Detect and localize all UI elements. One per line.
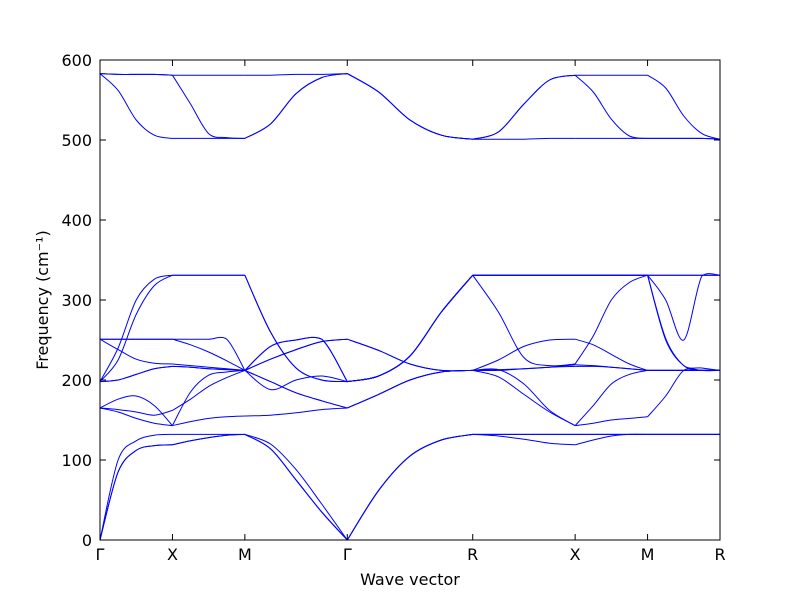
band-line	[99, 407, 173, 416]
band-line	[99, 274, 173, 382]
band-line	[171, 369, 245, 426]
band-line	[172, 365, 245, 371]
band-line	[172, 369, 246, 411]
band-line	[574, 274, 648, 365]
band-line	[472, 274, 576, 367]
x-tick-label: M	[641, 545, 655, 564]
band-line	[172, 336, 246, 371]
band-line	[244, 338, 348, 371]
band-line	[99, 407, 173, 427]
x-tick-label: X	[570, 545, 581, 564]
band-line	[99, 395, 173, 426]
band-line	[244, 336, 348, 382]
band-series	[99, 338, 720, 383]
band-line	[99, 338, 173, 365]
band-line	[99, 73, 173, 76]
plot-frame	[99, 59, 721, 541]
band-series	[99, 73, 721, 140]
band-line	[172, 338, 246, 371]
band-line	[472, 74, 576, 140]
y-tick-label: 100	[61, 451, 92, 470]
band-line	[244, 407, 348, 417]
band-line	[472, 368, 576, 427]
band-line	[647, 275, 721, 371]
x-axis-label: Wave vector	[360, 570, 460, 589]
x-tick-label: R	[714, 545, 725, 564]
band-line	[172, 415, 245, 427]
band-line	[244, 73, 348, 76]
band-line	[99, 444, 173, 541]
band-line	[99, 73, 173, 139]
band-line	[346, 433, 473, 541]
y-tick-label: 300	[61, 291, 92, 310]
band-line	[347, 274, 474, 383]
band-line	[472, 369, 576, 427]
series-layer	[99, 73, 721, 541]
band-line	[574, 369, 648, 426]
x-tick-label: M	[238, 545, 252, 564]
band-line	[172, 363, 245, 371]
band-series	[99, 433, 720, 541]
band-line	[472, 365, 576, 372]
band-line	[99, 274, 173, 382]
band-line	[244, 73, 348, 139]
y-tick-label: 400	[61, 211, 92, 230]
band-line	[472, 433, 576, 446]
x-tick-label: Γ	[343, 545, 352, 564]
y-tick-label: 500	[61, 131, 92, 150]
band-line	[244, 274, 348, 383]
y-tick-label: 200	[61, 371, 92, 390]
band-line	[99, 433, 173, 541]
x-tick-label: R	[467, 545, 478, 564]
y-tick-label: 0	[82, 531, 92, 550]
band-line	[472, 137, 576, 140]
x-tick-label: X	[167, 545, 178, 564]
band-line	[172, 74, 245, 139]
band-series	[99, 273, 721, 383]
band-line	[347, 73, 473, 140]
band-line	[347, 338, 473, 372]
band-line	[99, 365, 173, 383]
band-line	[647, 273, 721, 341]
band-line	[574, 74, 648, 139]
band-line	[575, 416, 648, 427]
band-line	[647, 74, 721, 140]
y-axis-label: Frequency (cm⁻¹)	[33, 230, 52, 369]
band-line	[244, 369, 348, 391]
band-line	[244, 433, 348, 541]
band-line	[647, 137, 721, 140]
band-line	[244, 433, 348, 541]
y-tick-label: 600	[61, 51, 92, 70]
band-line	[472, 338, 576, 371]
band-line	[574, 338, 648, 371]
x-tick-label: Γ	[96, 545, 105, 564]
band-line	[575, 365, 648, 371]
band-line	[244, 369, 348, 409]
